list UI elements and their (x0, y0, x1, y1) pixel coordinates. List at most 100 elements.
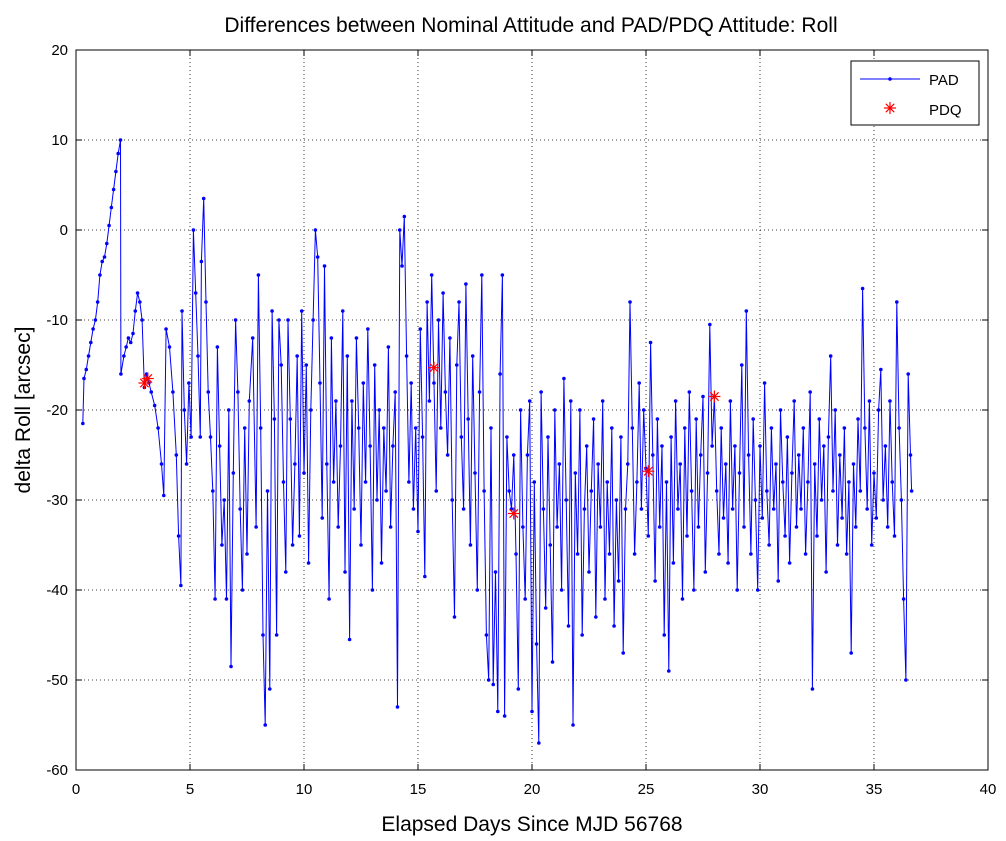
pad-point (838, 453, 842, 457)
pad-point (728, 399, 733, 403)
pad-point (304, 363, 309, 367)
pad-point (418, 327, 423, 331)
pad-point (281, 480, 286, 484)
pad-point (322, 264, 327, 268)
pad-point (473, 471, 477, 475)
pdq-point (642, 465, 655, 478)
pad-point (869, 543, 874, 547)
pad-point (118, 138, 123, 142)
pad-point (384, 489, 388, 493)
pad-point (427, 399, 432, 403)
pad-point (491, 682, 496, 687)
pad-point (464, 282, 468, 286)
pad-point (853, 525, 858, 529)
pad-point (432, 381, 436, 385)
pad-point (733, 444, 737, 448)
y-tick-label: 20 (51, 42, 68, 59)
pad-point (174, 453, 179, 457)
pad-point (368, 444, 372, 448)
pad-point (124, 345, 128, 349)
pad-point (521, 525, 525, 529)
pad-point (632, 552, 637, 556)
y-tick-label: -60 (46, 762, 68, 779)
pad-point (176, 534, 181, 538)
pad-point (792, 399, 796, 403)
pad-point (708, 322, 712, 327)
pad-point (379, 561, 384, 565)
pad-point (669, 435, 673, 439)
pad-point (338, 444, 343, 448)
pad-point (765, 489, 769, 493)
pad-point (746, 453, 751, 457)
pad-point (598, 525, 603, 529)
pad-point (283, 570, 288, 574)
pad-point (391, 444, 395, 448)
x-tick-label: 5 (186, 781, 194, 798)
pad-point (470, 354, 475, 358)
pad-point (213, 597, 217, 601)
pad-point (313, 228, 318, 232)
pad-point (603, 597, 607, 601)
pad-point (546, 435, 550, 439)
pad-point (612, 624, 616, 628)
pad-point (543, 606, 548, 610)
pad-point (286, 318, 290, 322)
pad-point (594, 615, 598, 619)
pad-point (523, 597, 527, 601)
pad-point (295, 354, 299, 358)
pad-point (179, 583, 183, 588)
pad-point (831, 489, 835, 493)
pad-point (847, 480, 851, 484)
pad-point (86, 354, 91, 358)
pad-point (762, 381, 767, 385)
pad-point (610, 426, 614, 430)
pad-point (211, 489, 215, 493)
pad-point (860, 286, 865, 291)
pad-point (140, 318, 144, 322)
x-tick-label: 10 (296, 781, 313, 798)
pad-point (908, 453, 913, 457)
pad-point (240, 588, 245, 592)
pad-point (477, 390, 482, 394)
pad-point (687, 390, 692, 394)
pad-point (233, 318, 238, 322)
pad-point (781, 480, 785, 484)
pad-point (664, 480, 669, 484)
pad-point (156, 426, 160, 430)
pad-point (109, 205, 114, 210)
pad-point (484, 633, 489, 637)
legend-pad-marker (888, 77, 892, 81)
pad-point (461, 507, 466, 511)
pad-point (224, 597, 229, 601)
pad-point (858, 489, 863, 493)
pad-point (347, 637, 352, 642)
pad-point (562, 376, 566, 381)
pad-point (879, 367, 883, 372)
axis-ticks: 0 5 10 15 20 25 30 35 40 -60 -50 -40 -30 -20 -10 0 10 20 (46, 42, 996, 798)
pad-point (505, 435, 509, 439)
pad-point (288, 417, 293, 421)
pad-point (299, 309, 304, 313)
pad-point (459, 435, 464, 439)
pad-point (336, 525, 341, 529)
pad-point (635, 480, 639, 484)
pad-point (685, 534, 689, 538)
pad-point (851, 462, 856, 466)
pad-point (402, 214, 407, 219)
pad-point (395, 705, 400, 709)
pad-point (682, 426, 687, 430)
pad-point (507, 489, 512, 493)
pad-point (564, 498, 568, 502)
pad-point (231, 471, 236, 475)
pad-point (215, 345, 220, 349)
pad-point (833, 408, 838, 412)
pad-point (434, 489, 439, 493)
pad-point (899, 498, 904, 502)
pad-point (703, 570, 708, 574)
pad-point (815, 534, 819, 538)
pad-point (742, 525, 746, 529)
pad-point (407, 480, 411, 484)
pad-point (571, 723, 575, 727)
pad-point (268, 687, 272, 691)
